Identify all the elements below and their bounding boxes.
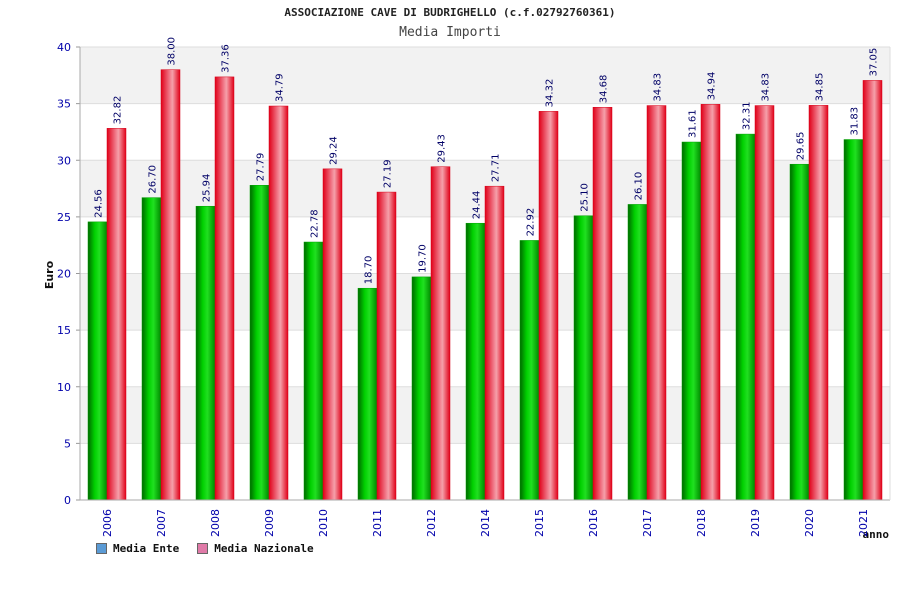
bar-media-ente-2017 xyxy=(627,204,648,501)
data-label: 27.19 xyxy=(383,159,394,188)
bar-media-ente-2016 xyxy=(573,215,594,501)
bar-media-nazionale-2019 xyxy=(754,105,775,501)
bar-media-nazionale-2021 xyxy=(862,80,883,501)
bar-media-nazionale-2016 xyxy=(592,106,613,501)
data-label: 29.43 xyxy=(437,134,448,163)
legend-item-media-ente: Media Ente xyxy=(96,542,179,555)
data-label: 34.68 xyxy=(599,75,610,104)
data-label: 29.24 xyxy=(329,136,340,165)
y-tick-label: 0 xyxy=(64,494,71,507)
data-label: 26.70 xyxy=(148,165,159,194)
bar-media-ente-2008 xyxy=(195,205,216,501)
bar-media-ente-2018 xyxy=(681,141,702,501)
bar-media-ente-2010 xyxy=(303,241,324,501)
bar-media-nazionale-2006 xyxy=(106,128,127,501)
bar-media-ente-2011 xyxy=(357,287,378,501)
y-tick-label: 40 xyxy=(57,41,71,54)
data-label: 34.85 xyxy=(815,73,826,102)
legend-item-media-nazionale: Media Nazionale xyxy=(197,542,314,555)
data-label: 25.10 xyxy=(580,183,591,212)
x-tick-label: 2021 xyxy=(857,509,870,537)
bar-media-nazionale-2014 xyxy=(484,185,505,501)
data-label: 34.83 xyxy=(761,73,772,102)
x-tick-label: 2018 xyxy=(695,509,708,537)
y-tick-label: 5 xyxy=(64,437,71,450)
y-tick-label: 20 xyxy=(57,268,71,281)
data-label: 24.44 xyxy=(472,191,483,220)
y-axis-title: Euro xyxy=(43,260,56,289)
x-axis-title: anno xyxy=(863,528,890,541)
x-tick-label: 2011 xyxy=(371,509,384,537)
bar-media-nazionale-2018 xyxy=(700,104,721,501)
data-label: 19.70 xyxy=(418,244,429,273)
bar-media-ente-2007 xyxy=(141,197,162,501)
data-label: 27.79 xyxy=(256,153,267,182)
x-tick-label: 2019 xyxy=(749,509,762,537)
data-label: 34.83 xyxy=(653,73,664,102)
data-label: 24.56 xyxy=(94,189,105,218)
legend-swatch-media-ente xyxy=(96,543,107,554)
bar-media-nazionale-2009 xyxy=(268,105,289,501)
bar-media-nazionale-2011 xyxy=(376,191,397,501)
bar-media-nazionale-2010 xyxy=(322,168,343,501)
x-tick-label: 2009 xyxy=(263,509,276,537)
x-tick-label: 2015 xyxy=(533,509,546,537)
legend-label-media-ente: Media Ente xyxy=(113,542,180,555)
data-label: 38.00 xyxy=(167,37,178,66)
legend-label-media-nazionale: Media Nazionale xyxy=(214,542,314,555)
data-label: 34.94 xyxy=(707,72,718,101)
x-tick-label: 2016 xyxy=(587,509,600,537)
chart-title: ASSOCIAZIONE CAVE DI BUDRIGHELLO (c.f.02… xyxy=(284,6,616,19)
bar-media-ente-2021 xyxy=(843,139,864,501)
bar-media-ente-2014 xyxy=(465,222,486,501)
bar-media-ente-2015 xyxy=(519,240,540,501)
y-tick-label: 35 xyxy=(57,98,71,111)
x-tick-label: 2006 xyxy=(101,509,114,537)
bar-media-nazionale-2007 xyxy=(160,69,181,501)
data-label: 18.70 xyxy=(364,256,375,285)
data-label: 26.10 xyxy=(634,172,645,201)
y-tick-label: 25 xyxy=(57,211,71,224)
data-label: 32.31 xyxy=(742,101,753,130)
bar-media-nazionale-2012 xyxy=(430,166,451,501)
legend: Media Ente Media Nazionale xyxy=(96,542,314,555)
y-tick-label: 10 xyxy=(57,381,71,394)
bar-media-nazionale-2020 xyxy=(808,105,829,501)
bar-media-nazionale-2008 xyxy=(214,76,235,501)
bar-media-ente-2009 xyxy=(249,185,270,501)
x-tick-label: 2007 xyxy=(155,509,168,537)
data-label: 37.36 xyxy=(221,44,232,73)
data-label: 22.78 xyxy=(310,209,321,238)
data-label: 27.71 xyxy=(491,154,502,183)
bar-media-ente-2012 xyxy=(411,276,432,501)
data-label: 31.83 xyxy=(850,107,861,136)
data-label: 32.82 xyxy=(113,96,124,125)
x-tick-label: 2020 xyxy=(803,509,816,537)
data-label: 22.92 xyxy=(526,208,537,237)
data-label: 37.05 xyxy=(869,48,880,77)
x-tick-label: 2010 xyxy=(317,509,330,537)
data-label: 29.65 xyxy=(796,132,807,161)
bar-media-nazionale-2015 xyxy=(538,111,559,501)
x-tick-label: 2012 xyxy=(425,509,438,537)
chart-subtitle: Media Importi xyxy=(399,25,501,40)
y-tick-label: 15 xyxy=(57,324,71,337)
legend-swatch-media-nazionale xyxy=(197,543,209,554)
bar-media-nazionale-2017 xyxy=(646,105,667,501)
data-label: 31.61 xyxy=(688,109,699,138)
data-label: 34.79 xyxy=(275,73,286,102)
x-tick-label: 2017 xyxy=(641,509,654,537)
bar-media-ente-2006 xyxy=(87,221,108,501)
y-tick-label: 30 xyxy=(57,154,71,167)
data-label: 25.94 xyxy=(202,174,213,203)
x-tick-label: 2014 xyxy=(479,509,492,537)
bar-media-ente-2020 xyxy=(789,163,810,501)
bar-media-ente-2019 xyxy=(735,133,756,501)
data-label: 34.32 xyxy=(545,79,556,108)
x-tick-label: 2008 xyxy=(209,509,222,537)
